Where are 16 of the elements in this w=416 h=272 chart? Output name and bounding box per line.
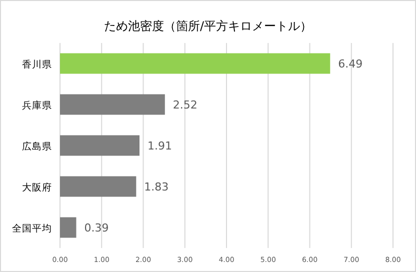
data-label: 0.39 (84, 222, 109, 234)
bar (60, 135, 140, 156)
bar (60, 217, 76, 238)
bar (60, 53, 330, 74)
data-label: 2.52 (172, 98, 198, 112)
y-tick-label: 香川県 (22, 58, 52, 70)
data-label: 1.91 (148, 140, 172, 152)
bar (60, 94, 165, 115)
data-label: 1.83 (144, 180, 169, 194)
y-tick-label: 広島県 (22, 140, 52, 152)
bar (60, 176, 136, 197)
chart-title: ため池密度（箇所/平方キロメートル） (104, 19, 312, 33)
y-tick-label: 兵庫県 (22, 100, 52, 112)
y-tick-label: 大阪府 (22, 182, 52, 194)
data-label: 6.49 (338, 58, 363, 70)
y-tick-label: 全国平均 (12, 222, 52, 234)
